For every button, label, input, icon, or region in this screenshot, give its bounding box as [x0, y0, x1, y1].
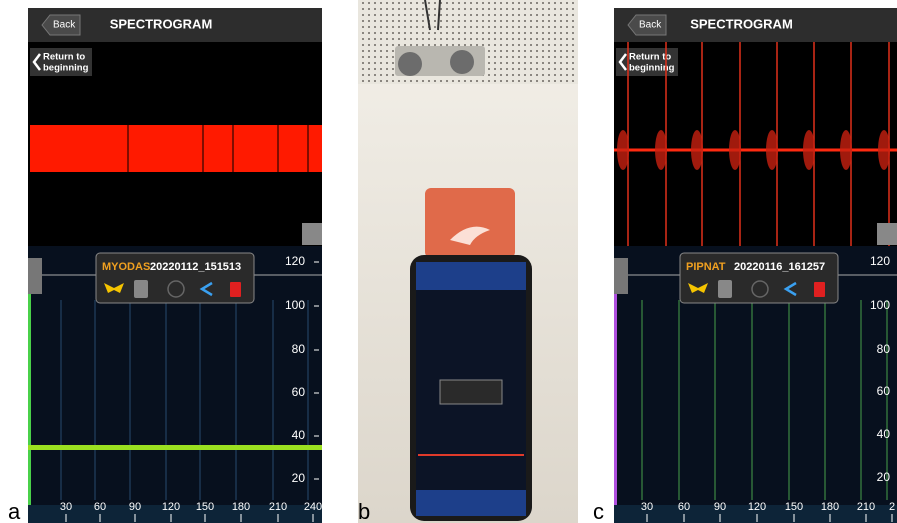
pulse-burst [617, 130, 629, 170]
x-label: 180 [821, 501, 839, 513]
y-label: 40 [877, 427, 891, 441]
y-label: 120 [285, 254, 305, 268]
green-band [28, 445, 322, 450]
recording-id: 20220116_161257 [734, 261, 825, 273]
call-streak [307, 300, 309, 500]
y-label: 100 [870, 298, 890, 312]
call-streak [860, 300, 862, 500]
y-label: 80 [292, 342, 306, 356]
call-streak [129, 300, 131, 500]
panel-label: b [358, 499, 370, 523]
return-label: Return to [43, 52, 85, 63]
y-label: 100 [285, 298, 305, 312]
figure: aBackSPECTROGRAMReturn tobeginning120100… [0, 0, 897, 523]
screen-title: SPECTROGRAM [690, 16, 793, 31]
return-label: Return to [629, 52, 671, 63]
resize-handle[interactable] [302, 223, 322, 245]
x-label: 120 [162, 501, 180, 513]
bat-detector [425, 188, 515, 258]
x-label: 240 [304, 501, 322, 513]
x-label: 150 [196, 501, 214, 513]
y-label: 20 [877, 470, 891, 484]
x-label: 210 [857, 501, 875, 513]
call-streak [678, 300, 680, 500]
screen-title: SPECTROGRAM [110, 16, 213, 31]
call-streak [824, 300, 826, 500]
sensor-eye [398, 52, 422, 76]
recording-id: 20220112_151513 [150, 261, 241, 273]
y-label: 40 [292, 428, 306, 442]
pulse-burst [803, 130, 815, 170]
info-icon[interactable] [134, 280, 148, 298]
y-label: 60 [877, 384, 891, 398]
back-label: Back [53, 20, 76, 31]
left-edge [614, 294, 617, 523]
pulse-burst [655, 130, 667, 170]
call-streak [165, 300, 167, 500]
pulse-burst [840, 130, 852, 170]
info-icon[interactable] [718, 280, 732, 298]
pulse-burst [766, 130, 778, 170]
pulse-burst [878, 130, 890, 170]
y-label: 60 [292, 385, 306, 399]
pulse-burst [691, 130, 703, 170]
y-label: 20 [292, 471, 306, 485]
panel-label: a [8, 499, 21, 523]
y-label: 120 [870, 254, 890, 268]
call-streak [714, 300, 716, 500]
call-streak [272, 300, 274, 500]
species-code: MYODAS [102, 261, 150, 273]
phone-popup [440, 380, 502, 404]
delete-icon[interactable] [230, 282, 241, 297]
x-label: 60 [94, 501, 106, 513]
phone-footer [416, 490, 526, 516]
call-streak [751, 300, 753, 500]
x-label: 60 [678, 501, 690, 513]
call-streak [94, 300, 96, 500]
call-streak [788, 300, 790, 500]
top-black [614, 8, 897, 246]
x-label: 120 [748, 501, 766, 513]
photo [358, 0, 578, 523]
x-label: 150 [785, 501, 803, 513]
side-handle[interactable] [28, 258, 42, 294]
x-label: 90 [129, 501, 141, 513]
x-label: 180 [232, 501, 250, 513]
x-label: 90 [714, 501, 726, 513]
resize-handle[interactable] [877, 223, 897, 245]
delete-icon[interactable] [814, 282, 825, 297]
return-label: beginning [43, 63, 89, 74]
call-streak [199, 300, 201, 500]
species-code: PIPNAT [686, 261, 726, 273]
call-streak [60, 300, 62, 500]
left-edge [28, 294, 31, 523]
x-label: 2 [889, 501, 895, 513]
call-streak [641, 300, 643, 500]
x-label: 30 [641, 501, 653, 513]
side-handle[interactable] [614, 258, 628, 294]
return-label: beginning [629, 63, 675, 74]
back-label: Back [639, 20, 662, 31]
phone-toolbar [416, 262, 526, 290]
pulse-burst [729, 130, 741, 170]
x-label: 210 [269, 501, 287, 513]
panel-label: c [593, 499, 604, 523]
x-label: 30 [60, 501, 72, 513]
y-label: 80 [877, 342, 891, 356]
sensor-eye [450, 50, 474, 74]
call-streak [235, 300, 237, 500]
